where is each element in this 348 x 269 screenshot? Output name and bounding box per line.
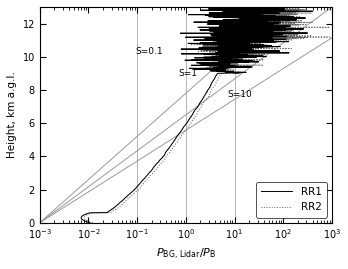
RR2 bbox=[192, 116, 196, 119]
RR1 bbox=[188, 116, 192, 119]
RR1 bbox=[287, 51, 291, 54]
RR1 bbox=[106, 210, 110, 213]
RR1 bbox=[283, 5, 287, 9]
Text: S=10: S=10 bbox=[227, 90, 252, 100]
Text: S=0.1: S=0.1 bbox=[135, 47, 163, 56]
X-axis label: $P_{\rm BG,\,Lidar}/P_{\rm B}$: $P_{\rm BG,\,Lidar}/P_{\rm B}$ bbox=[156, 247, 216, 262]
RR2 bbox=[188, 122, 192, 125]
Line: RR1: RR1 bbox=[81, 7, 313, 223]
RR1 bbox=[278, 12, 282, 15]
RR2 bbox=[274, 5, 278, 9]
RR1 bbox=[88, 221, 92, 224]
RR2 bbox=[288, 12, 292, 15]
Y-axis label: Height, km a.g.l.: Height, km a.g.l. bbox=[7, 72, 17, 158]
Text: S=1: S=1 bbox=[178, 69, 197, 78]
RR2 bbox=[91, 221, 95, 224]
RR2 bbox=[251, 12, 255, 15]
RR2 bbox=[110, 210, 114, 213]
Legend: RR1, RR2: RR1, RR2 bbox=[256, 182, 327, 218]
Line: RR2: RR2 bbox=[84, 7, 330, 223]
RR2 bbox=[222, 51, 227, 54]
RR1 bbox=[252, 12, 256, 15]
RR1 bbox=[184, 122, 189, 125]
